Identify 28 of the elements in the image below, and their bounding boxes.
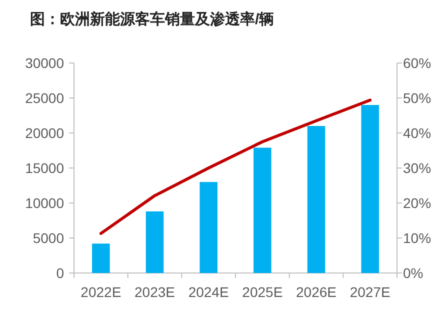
bar bbox=[307, 126, 326, 273]
x-tick-label: 2022E bbox=[80, 284, 122, 300]
y-tick-label: 5000 bbox=[32, 230, 64, 246]
y-tick-label: 25000 bbox=[25, 90, 64, 106]
x-tick-label: 2024E bbox=[188, 284, 229, 300]
x-tick-label: 2025E bbox=[242, 284, 283, 300]
bar bbox=[146, 211, 164, 273]
y-tick-label: 10000 bbox=[25, 195, 64, 211]
bar bbox=[200, 182, 218, 273]
x-tick-label: 2027E bbox=[350, 284, 390, 300]
y-tick-label: 15000 bbox=[25, 160, 64, 176]
y-tick-label: 0 bbox=[56, 265, 64, 281]
y2-tick-label: 30% bbox=[403, 160, 432, 176]
x-tick-label: 2023E bbox=[134, 284, 175, 300]
chart-title: 图：欧洲新能源客车销量及渗透率/辆 bbox=[30, 10, 274, 28]
y2-tick-label: 40% bbox=[403, 125, 432, 141]
bar bbox=[92, 244, 110, 273]
y2-tick-label: 20% bbox=[403, 195, 432, 211]
bar bbox=[254, 148, 272, 273]
y2-tick-label: 50% bbox=[403, 90, 432, 106]
y2-tick-label: 10% bbox=[403, 230, 432, 246]
y2-tick-label: 60% bbox=[403, 55, 432, 71]
y-tick-label: 30000 bbox=[25, 55, 64, 71]
line-series bbox=[99, 98, 372, 235]
y-tick-label: 20000 bbox=[25, 125, 64, 141]
x-tick-label: 2026E bbox=[296, 284, 336, 300]
y2-tick-label: 0% bbox=[403, 265, 424, 281]
bar bbox=[361, 105, 379, 273]
